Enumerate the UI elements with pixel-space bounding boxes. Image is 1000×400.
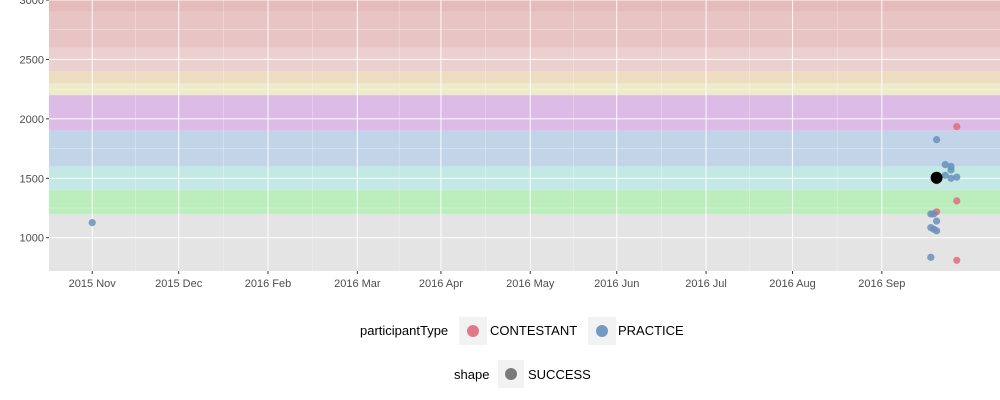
legend-dot xyxy=(596,325,608,337)
x-tick-label: 2016 Jun xyxy=(594,278,639,290)
x-tick-label: 2016 Jul xyxy=(685,278,727,290)
practice-point xyxy=(930,210,938,218)
legend-dot xyxy=(505,368,517,380)
rating-band xyxy=(49,95,1000,131)
rating-band xyxy=(49,11,1000,48)
x-tick-label: 2015 Nov xyxy=(69,278,117,290)
x-tick-label: 2016 Sep xyxy=(858,278,905,290)
rating-band xyxy=(49,83,1000,96)
shape-legend-title: shape xyxy=(454,367,489,382)
practice-point xyxy=(941,161,949,169)
legend-label: CONTESTANT xyxy=(490,323,577,338)
contestant-point xyxy=(953,256,961,264)
y-tick-label: 1000 xyxy=(20,233,44,245)
x-axis: 2015 Nov 2015 Dec 2016 Feb 2016 Mar 2016 Apr… xyxy=(69,271,905,290)
legend-title: participantType xyxy=(360,323,448,338)
practice-point xyxy=(927,253,935,261)
legend-label: PRACTICE xyxy=(618,323,684,338)
participant-type-legend: participantType CONTESTANT PRACTICE xyxy=(360,317,684,345)
legend-label: SUCCESS xyxy=(528,367,591,382)
practice-point xyxy=(947,174,955,182)
shape-legend: shape SUCCESS xyxy=(454,360,591,388)
rating-band xyxy=(49,130,1000,167)
practice-point xyxy=(88,219,96,227)
rating-bands xyxy=(49,0,1000,271)
x-tick-label: 2016 Feb xyxy=(245,278,291,290)
y-tick-label: 1500 xyxy=(20,173,44,185)
practice-point xyxy=(947,166,955,174)
rating-band xyxy=(49,71,1000,84)
x-tick-label: 2016 Aug xyxy=(769,278,816,290)
legend-dot xyxy=(467,325,479,337)
x-tick-label: 2016 Mar xyxy=(334,278,381,290)
rating-band xyxy=(49,190,1000,214)
practice-point xyxy=(941,171,949,179)
rating-band xyxy=(49,0,1000,12)
minor-gridlines xyxy=(49,0,1000,271)
practice-point xyxy=(953,173,961,181)
y-tick-label: 2000 xyxy=(20,114,44,126)
contestant-point xyxy=(953,197,961,205)
x-tick-label: 2016 Apr xyxy=(419,278,463,290)
practice-point xyxy=(933,136,941,144)
y-tick-label: 3000 xyxy=(20,0,44,7)
rating-band xyxy=(49,213,1000,271)
practice-point xyxy=(933,227,941,235)
major-gridlines xyxy=(49,0,1000,271)
y-tick-label: 2500 xyxy=(20,54,44,66)
x-tick-label: 2016 May xyxy=(506,278,555,290)
practice-point xyxy=(933,217,941,225)
x-tick-label: 2015 Dec xyxy=(155,278,203,290)
y-axis: 1000 1500 2000 2500 3000 xyxy=(20,0,49,245)
contestant-point xyxy=(953,122,961,131)
highlight-point xyxy=(930,171,943,184)
data-points xyxy=(88,122,961,264)
